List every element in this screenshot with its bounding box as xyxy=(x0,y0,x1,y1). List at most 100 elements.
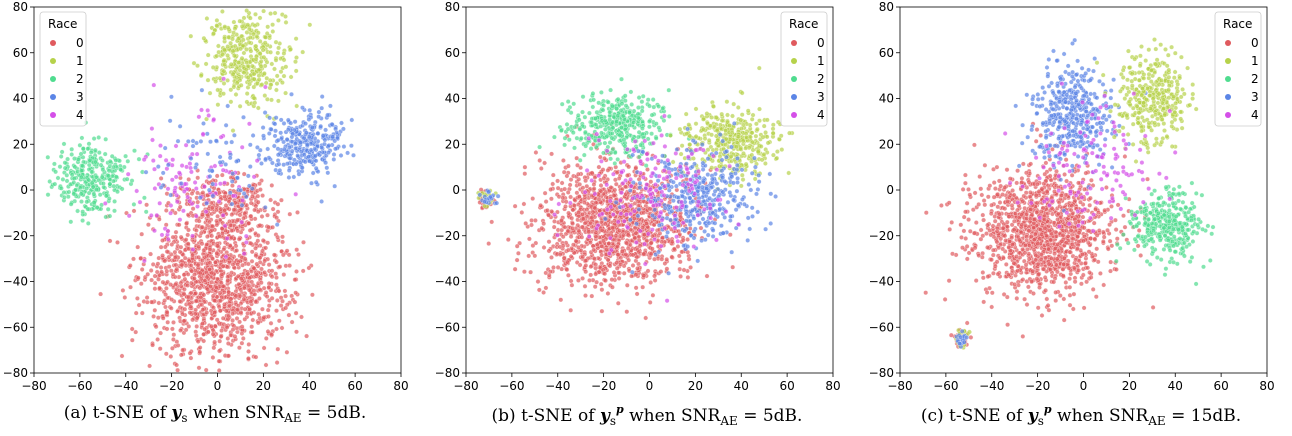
scatter-point xyxy=(276,288,282,294)
scatter-point xyxy=(758,144,764,149)
scatter-point xyxy=(153,324,159,330)
scatter-point xyxy=(546,239,552,245)
scatter-point xyxy=(206,187,212,193)
scatter-point xyxy=(236,236,242,242)
scatter-point xyxy=(304,130,309,136)
scatter-point xyxy=(216,368,222,373)
x-tick-label: 60 xyxy=(779,379,794,393)
scatter-panel-b: −80 −60 −40 −20 0 20 40 60 80 −80 −60 −40 −20 0 20 40 60… xyxy=(432,0,862,436)
scatter-point xyxy=(287,144,292,150)
scatter-point xyxy=(269,274,275,280)
scatter-point xyxy=(247,121,252,127)
scatter-point xyxy=(205,151,211,157)
scatter-point xyxy=(219,172,225,178)
scatter-point xyxy=(262,110,268,115)
scatter-point xyxy=(546,272,552,278)
scatter-point xyxy=(289,148,295,154)
scatter-point xyxy=(579,212,585,217)
scatter-point xyxy=(581,216,586,222)
scatter-point xyxy=(126,213,132,219)
scatter-point xyxy=(572,203,577,209)
scatter-point xyxy=(143,169,149,175)
scatter-point xyxy=(627,110,632,115)
scatter-point xyxy=(160,253,165,258)
scatter-point xyxy=(220,167,226,173)
scatter-point xyxy=(193,290,199,296)
scatter-point xyxy=(244,91,250,96)
y-tick-label: −60 xyxy=(3,320,28,334)
scatter-point xyxy=(181,291,187,297)
scatter-point xyxy=(217,233,222,239)
scatter-point xyxy=(622,98,628,104)
scatter-point xyxy=(505,237,511,242)
scatter-point xyxy=(137,199,143,205)
scatter-point xyxy=(185,283,191,288)
scatter-point xyxy=(285,127,291,133)
scatter-point xyxy=(640,225,645,230)
scatter-point xyxy=(249,186,255,191)
scatter-point xyxy=(257,181,262,187)
scatter-point xyxy=(643,163,649,168)
scatter-point xyxy=(152,273,158,279)
scatter-point xyxy=(78,185,83,191)
scatter-point xyxy=(268,11,273,16)
scatter-point xyxy=(664,266,670,272)
scatter-point xyxy=(234,80,240,86)
scatter-point xyxy=(246,221,251,226)
scatter-point xyxy=(649,246,655,252)
scatter-point xyxy=(268,127,274,132)
scatter-point xyxy=(184,221,189,226)
scatter-point xyxy=(195,262,201,268)
scatter-point xyxy=(235,261,241,267)
scatter-point xyxy=(293,59,298,65)
scatter-point xyxy=(179,262,185,268)
scatter-point xyxy=(177,249,183,255)
scatter-point xyxy=(158,176,164,181)
x-tick-label: 0 xyxy=(214,379,222,393)
scatter-point xyxy=(599,227,605,233)
scatter-point xyxy=(611,193,617,199)
scatter-point xyxy=(648,251,654,257)
scatter-point xyxy=(196,365,202,371)
scatter-point xyxy=(278,117,284,123)
scatter-point xyxy=(750,112,756,118)
scatter-point xyxy=(251,288,257,293)
scatter-point xyxy=(582,283,588,289)
scatter-point xyxy=(228,99,234,105)
scatter-point xyxy=(61,190,67,195)
scatter-point xyxy=(101,181,106,186)
scatter-point xyxy=(671,246,677,252)
scatter-point xyxy=(89,169,95,175)
scatter-point xyxy=(294,247,300,253)
scatter-point xyxy=(537,144,542,150)
scatter-point xyxy=(62,160,68,166)
scatter-point xyxy=(331,152,337,157)
scatter-point xyxy=(167,118,173,124)
scatter-point xyxy=(66,189,72,195)
scatter-point xyxy=(229,179,235,184)
scatter-point xyxy=(560,234,566,240)
scatter-point xyxy=(228,296,234,302)
scatter-point xyxy=(658,269,664,274)
scatter-point xyxy=(174,362,179,368)
scatter-point xyxy=(163,351,169,357)
scatter-point xyxy=(757,106,762,112)
scatter-point xyxy=(76,157,81,162)
scatter-point xyxy=(223,308,229,314)
scatter-point xyxy=(325,170,331,176)
scatter-point xyxy=(273,39,279,45)
scatter-point xyxy=(307,22,313,28)
scatter-point xyxy=(253,253,259,259)
scatter-point xyxy=(685,237,690,242)
scatter-point xyxy=(247,142,253,148)
scatter-point xyxy=(651,104,657,110)
scatter-point xyxy=(240,336,246,341)
scatter-point xyxy=(223,254,229,260)
scatter-point xyxy=(232,132,237,138)
scatter-point xyxy=(173,174,179,180)
scatter-point xyxy=(596,197,602,202)
scatter-point xyxy=(568,234,574,239)
scatter-point xyxy=(94,205,100,210)
scatter-point xyxy=(227,303,233,309)
scatter-point xyxy=(589,170,595,176)
